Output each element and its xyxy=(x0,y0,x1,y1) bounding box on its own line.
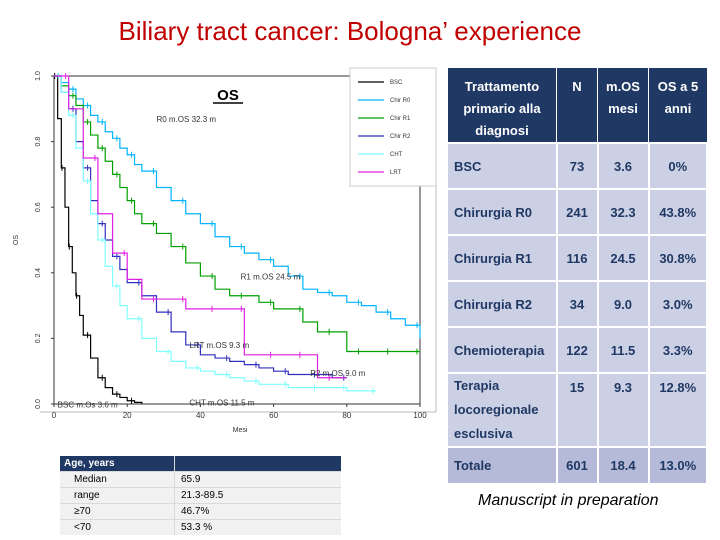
age-table: Age, years Median 65.9 range 21.3-89.5 ≥… xyxy=(60,456,341,535)
series-line-chir-r1 xyxy=(54,75,420,353)
table-row: Chirurgia R2 34 9.0 3.0% xyxy=(448,280,708,327)
treatment-name: Chirurgia R1 xyxy=(448,234,558,281)
total-os5: 13.0% xyxy=(648,446,708,483)
x-tick-label: 20 xyxy=(123,411,132,420)
age-label: ≥70 xyxy=(60,503,175,520)
x-axis-label: Mesi xyxy=(233,427,248,434)
table-row: Chirurgia R1 116 24.5 30.8% xyxy=(448,234,708,281)
table-row: Chirurgia R0 241 32.3 43.8% xyxy=(448,188,708,235)
chart-annotation: R0 m.OS 32.3 m xyxy=(156,115,216,124)
age-value: 21.3-89.5 xyxy=(174,487,341,504)
treatment-n: 241 xyxy=(556,188,599,235)
table-row: Chemioterapia 122 11.5 3.3% xyxy=(448,326,708,373)
treatment-mos: 32.3 xyxy=(597,188,650,235)
treatment-os5: 3.3% xyxy=(648,326,708,373)
slide-title: Biliary tract cancer: Bologna’ experienc… xyxy=(118,16,582,46)
treatment-os5: 3.0% xyxy=(648,280,708,327)
treatment-name: BSC xyxy=(448,142,558,189)
y-tick-label: 0.8 xyxy=(35,137,42,147)
table-row-total: Totale 601 18.4 13.0% xyxy=(448,446,708,483)
series-line-cht xyxy=(54,75,377,392)
x-tick-label: 80 xyxy=(342,411,351,420)
chart-annotation: R1 m.OS 24.5 m xyxy=(241,272,301,281)
header-os-5y: OS a 5 anni xyxy=(648,68,707,143)
treatment-mos: 9.0 xyxy=(597,280,650,327)
treatment-name: Chirurgia R2 xyxy=(448,280,558,327)
legend-label: LRT xyxy=(390,170,402,176)
legend-label: CHT xyxy=(390,152,403,158)
chart-annotation: LRT m.OS 9.3 m xyxy=(189,341,249,350)
treatment-mos: 3.6 xyxy=(597,142,650,189)
table-row: ≥70 46.7% xyxy=(60,503,341,520)
y-tick-label: 0.2 xyxy=(35,333,42,343)
treatment-os5: 43.8% xyxy=(648,188,708,235)
header-n: N xyxy=(556,68,598,143)
series-line-lrt xyxy=(54,75,347,379)
treatment-os5: 30.8% xyxy=(648,234,708,281)
table-row: BSC 73 3.6 0% xyxy=(448,142,708,189)
total-label: Totale xyxy=(448,446,558,483)
km-survival-chart: 0.0 0.2 0.4 0.6 0.8 1.0 0 20 40 60 80 100 Mesi OS OS BS… xyxy=(13,67,437,434)
chart-title: OS xyxy=(217,87,239,104)
treatment-n: 122 xyxy=(556,326,599,373)
legend-label: Chir R0 xyxy=(390,98,411,104)
y-tick-label: 0.0 xyxy=(35,399,42,409)
treatment-name: Terapia locoregionale esclusiva xyxy=(448,372,558,447)
x-tick-label: 60 xyxy=(269,411,278,420)
y-tick-label: 1.0 xyxy=(35,71,42,81)
header-median-os: m.OS mesi xyxy=(597,68,649,143)
legend-label: Chir R1 xyxy=(390,116,411,122)
table-row: range 21.3-89.5 xyxy=(60,487,341,504)
x-tick-label: 0 xyxy=(52,411,57,420)
footer-note: Manuscript in preparation xyxy=(478,492,659,509)
treatment-mos: 9.3 xyxy=(597,372,650,447)
plot-frame xyxy=(53,75,421,405)
age-label: range xyxy=(60,487,175,504)
table-row: Terapia locoregionale esclusiva 15 9.3 1… xyxy=(448,372,708,447)
x-tick-label: 100 xyxy=(413,411,427,420)
chart-annotation: R2 m.OS 9.0 m xyxy=(310,369,365,378)
legend-box xyxy=(349,67,437,187)
treatment-mos: 24.5 xyxy=(597,234,650,281)
legend-label: Chir R2 xyxy=(390,134,411,140)
treatment-n: 34 xyxy=(556,280,599,327)
age-table-header: Age, years xyxy=(60,456,175,472)
treatment-n: 116 xyxy=(556,234,599,281)
age-value: 53.3 % xyxy=(174,519,341,535)
age-label: <70 xyxy=(60,519,175,535)
y-tick-label: 0.6 xyxy=(35,202,42,212)
age-value: 65.9 xyxy=(174,471,341,488)
table-row: <70 53.3 % xyxy=(60,519,341,535)
treatment-os5: 12.8% xyxy=(648,372,708,447)
series-line-bsc xyxy=(54,75,143,404)
treatment-n: 15 xyxy=(556,372,599,447)
treatment-table: Trattamento primario alla diagnosi N m.O… xyxy=(448,68,708,483)
treatment-n: 73 xyxy=(556,142,599,189)
treatment-name: Chirurgia R0 xyxy=(448,188,558,235)
age-label: Median xyxy=(60,471,175,488)
y-tick-label: 0.4 xyxy=(35,268,42,278)
chart-annotation: CHT m.OS 11.5 m xyxy=(189,399,254,408)
total-mos: 18.4 xyxy=(597,446,650,483)
series-line-chir-r0 xyxy=(54,75,421,339)
age-value: 46.7% xyxy=(174,503,341,520)
treatment-name: Chemioterapia xyxy=(448,326,558,373)
header-treatment: Trattamento primario alla diagnosi xyxy=(448,68,557,143)
table-row: Median 65.9 xyxy=(60,471,341,488)
chart-annotation: BSC m.Os 3.6 m xyxy=(58,400,118,409)
treatment-os5: 0% xyxy=(648,142,708,189)
treatment-mos: 11.5 xyxy=(597,326,650,373)
x-tick-label: 40 xyxy=(196,411,205,420)
total-n: 601 xyxy=(556,446,599,483)
y-axis-label: OS xyxy=(13,235,20,245)
legend-label: BSC xyxy=(390,80,403,86)
